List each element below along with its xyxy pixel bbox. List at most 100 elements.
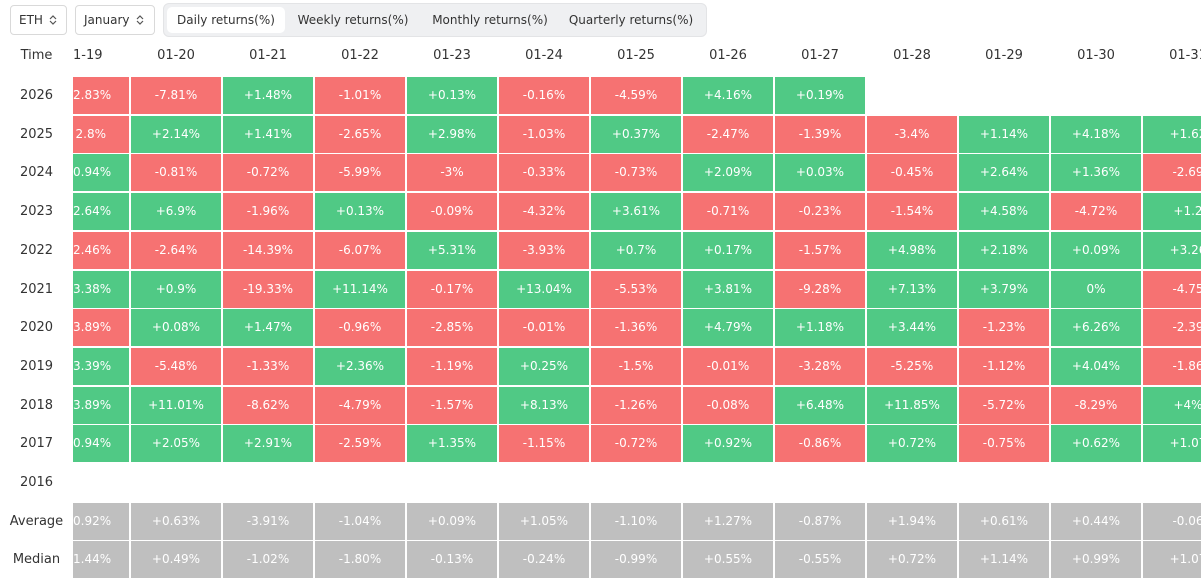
return-cell: -1.39%	[775, 115, 865, 153]
column-header: 01-21	[249, 48, 287, 63]
row-label: 2019	[19, 358, 54, 374]
return-cell: -0.24%	[499, 541, 589, 578]
column-header: 01-22	[341, 48, 379, 63]
column-header: 1-19	[73, 48, 103, 63]
return-cell: +6.48%	[775, 386, 865, 424]
return-cell: -1.26%	[591, 386, 681, 424]
return-cell: +3.26	[1143, 231, 1201, 269]
return-cell: -1.10%	[591, 502, 681, 540]
tab[interactable]: Quarterly returns(%)	[568, 13, 694, 27]
return-cell: -0.71%	[683, 193, 773, 231]
return-cell: +0.08%	[131, 309, 221, 347]
return-cell: +2.09%	[683, 154, 773, 192]
return-cell: -2.64%	[131, 231, 221, 269]
return-cell: -4.72%	[1051, 193, 1141, 231]
return-cell: -0.33%	[499, 154, 589, 192]
return-cell: -2.65%	[315, 115, 405, 153]
return-cell: -0.72%	[591, 425, 681, 463]
return-cell: 0.94%	[73, 154, 129, 192]
return-cell: 0%	[1051, 270, 1141, 308]
return-cell: -1.12%	[959, 347, 1049, 385]
asset-select[interactable]: ETH	[10, 5, 67, 35]
return-cell: +1.27%	[683, 502, 773, 540]
return-cell: +1.07	[1143, 541, 1201, 578]
return-cell: -0.75%	[959, 425, 1049, 463]
return-cell: -2.59%	[315, 425, 405, 463]
month-select[interactable]: January	[75, 5, 155, 35]
return-cell: -0.01%	[683, 347, 773, 385]
return-cell: -14.39%	[223, 231, 313, 269]
return-cell: -0.87%	[775, 502, 865, 540]
tab[interactable]: Monthly returns(%)	[432, 13, 548, 27]
return-cell: 0.92%	[73, 502, 129, 540]
return-cell: +0.61%	[959, 502, 1049, 540]
return-cell: +0.09%	[407, 502, 497, 540]
return-cell: +11.01%	[131, 386, 221, 424]
return-cell: +4.79%	[683, 309, 773, 347]
return-cell: -1.02%	[223, 541, 313, 578]
row-label: Average	[9, 513, 64, 529]
return-cell: +2.36%	[315, 347, 405, 385]
return-cell: 0.94%	[73, 425, 129, 463]
return-cell: -0.23%	[775, 193, 865, 231]
return-cell: -1.36%	[591, 309, 681, 347]
return-cell: -6.07%	[315, 231, 405, 269]
return-cell: -4.59%	[591, 77, 681, 114]
return-cell: -5.53%	[591, 270, 681, 308]
return-cell: -1.19%	[407, 347, 497, 385]
return-cell: +1.94%	[867, 502, 957, 540]
return-cell: -0.73%	[591, 154, 681, 192]
return-cell: -0.08%	[683, 386, 773, 424]
return-cell: +0.03%	[775, 154, 865, 192]
return-cell: +0.17%	[683, 231, 773, 269]
return-cell: -5.25%	[867, 347, 957, 385]
row-label: 2018	[19, 397, 54, 413]
return-cell: -1.01%	[315, 77, 405, 114]
return-cell: +1.14%	[959, 541, 1049, 578]
return-cell: +4.18%	[1051, 115, 1141, 153]
return-cell: +0.49%	[131, 541, 221, 578]
return-cell: -1.33%	[223, 347, 313, 385]
return-cell: +11.14%	[315, 270, 405, 308]
return-cell: +2.05%	[131, 425, 221, 463]
column-header: 01-23	[433, 48, 471, 63]
return-cell: +0.92%	[683, 425, 773, 463]
return-cell: -1.03%	[499, 115, 589, 153]
return-cell: -1.57%	[775, 231, 865, 269]
return-cell: +3.81%	[683, 270, 773, 308]
return-cell: +3.44%	[867, 309, 957, 347]
column-header: 01-28	[893, 48, 931, 63]
return-cell: -3.91%	[223, 502, 313, 540]
return-cell: +11.85%	[867, 386, 957, 424]
return-cell: -3.28%	[775, 347, 865, 385]
column-header: 01-26	[709, 48, 747, 63]
return-cell: +6.26%	[1051, 309, 1141, 347]
return-cell: -9.28%	[775, 270, 865, 308]
return-cell: +1.35%	[407, 425, 497, 463]
return-cell: -4.75	[1143, 270, 1201, 308]
return-cell: +1.05%	[499, 502, 589, 540]
return-cell: -1.57%	[407, 386, 497, 424]
tab[interactable]: Daily returns(%)	[167, 7, 285, 33]
return-cell: -5.48%	[131, 347, 221, 385]
return-cell: +2.18%	[959, 231, 1049, 269]
row-label: 2024	[19, 165, 54, 181]
return-cell: -0.01%	[499, 309, 589, 347]
return-cell: -1.15%	[499, 425, 589, 463]
return-cell: +1.36%	[1051, 154, 1141, 192]
return-cell: 3.39%	[73, 347, 129, 385]
return-cell: -19.33%	[223, 270, 313, 308]
return-cell: +3.79%	[959, 270, 1049, 308]
column-header: 01-25	[617, 48, 655, 63]
chevron-icon	[49, 15, 57, 25]
column-header: 01-29	[985, 48, 1023, 63]
tab[interactable]: Weekly returns(%)	[297, 13, 409, 27]
return-cell: +2.98%	[407, 115, 497, 153]
return-cell: +0.99%	[1051, 541, 1141, 578]
return-cell: -1.96%	[223, 193, 313, 231]
return-cell: +4.98%	[867, 231, 957, 269]
return-cell: -0.16%	[499, 77, 589, 114]
return-cell: -2.47%	[683, 115, 773, 153]
return-cell: +4.16%	[683, 77, 773, 114]
